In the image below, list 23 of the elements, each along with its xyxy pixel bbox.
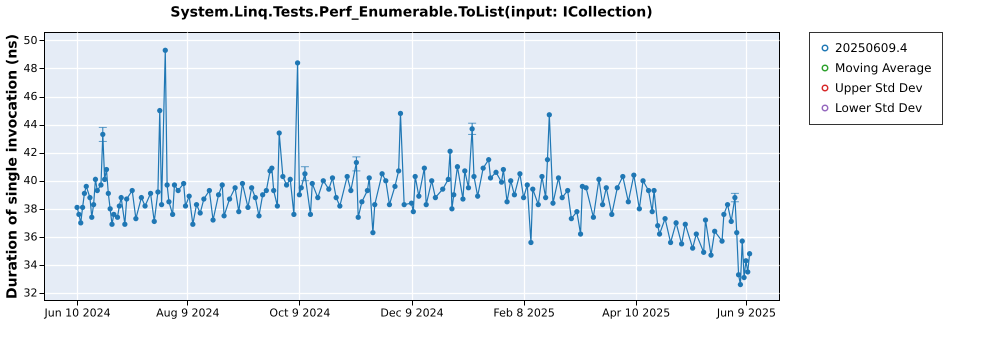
y-tick-label: 34 — [24, 258, 38, 272]
chart-title: System.Linq.Tests.Perf_Enumerable.ToList(input: ICollection) — [170, 4, 653, 20]
y-tick-label: 44 — [24, 118, 38, 132]
legend-label: Lower Std Dev — [835, 101, 922, 115]
legend-label: Upper Std Dev — [835, 81, 923, 95]
legend-label: Moving Average — [835, 61, 932, 75]
y-tick-label: 40 — [24, 174, 38, 188]
y-axis-title: Duration of single invocation (ns) — [4, 34, 21, 300]
x-tick-label: Aug 9 2024 — [156, 306, 220, 320]
y-tick-label: 50 — [24, 34, 38, 47]
y-tick-label: 38 — [24, 202, 38, 216]
x-tick-label: Oct 9 2024 — [269, 306, 330, 320]
y-tick-label: 32 — [24, 286, 38, 300]
y-tick-label: 48 — [24, 62, 38, 75]
x-tick-label: Jun 9 2025 — [716, 306, 776, 320]
x-tick-label: Apr 10 2025 — [602, 306, 670, 320]
y-tick-label: 46 — [24, 90, 38, 104]
legend-label: 20250609.4 — [835, 41, 908, 55]
x-tick-label: Jun 10 2024 — [43, 306, 111, 320]
y-tick-label: 42 — [24, 146, 38, 160]
x-tick-label: Feb 8 2025 — [493, 306, 555, 320]
y-tick-label: 36 — [24, 230, 38, 244]
x-tick-label: Dec 9 2024 — [380, 306, 444, 320]
